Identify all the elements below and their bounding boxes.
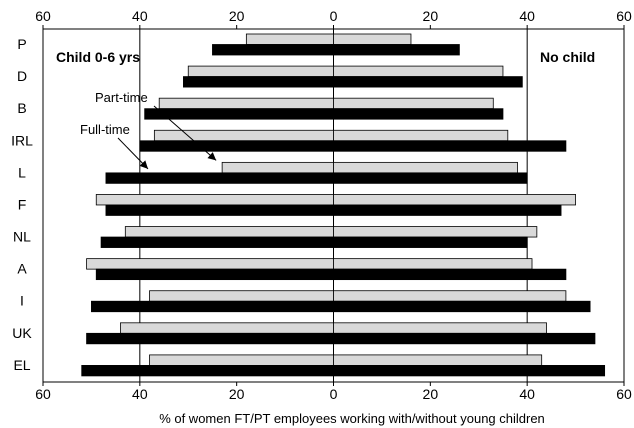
bar-no-child-part-time-d — [333, 65, 504, 77]
bar-no-child-full-time-nl — [333, 236, 528, 248]
arrowhead-part-time — [207, 152, 217, 161]
category-label-nl: NL — [13, 229, 31, 245]
tick-label-bottom-6: 60 — [616, 386, 632, 402]
bar-child-part-time-p — [245, 33, 334, 45]
bar-child-part-time-nl — [124, 226, 334, 238]
bar-child-full-time-a — [95, 268, 334, 281]
bar-child-part-time-f — [95, 194, 334, 206]
tick-label-top-1: 40 — [132, 8, 148, 24]
category-label-i: I — [20, 293, 24, 309]
bar-child-part-time-uk — [120, 322, 334, 334]
bar-child-full-time-f — [105, 204, 334, 216]
bar-child-full-time-irl — [139, 140, 334, 152]
category-labels: PDB IRL LF NL AI UK EL — [11, 36, 33, 373]
category-label-f: F — [18, 196, 27, 212]
bar-no-child-part-time-p — [333, 33, 412, 45]
bar-no-child-full-time-i — [333, 300, 591, 313]
bar-no-child-part-time-i — [333, 290, 567, 302]
category-label-irl: IRL — [11, 132, 33, 148]
bar-child-full-time-d — [183, 76, 334, 88]
bar-no-child-full-time-d — [333, 76, 523, 88]
bar-child-part-time-i — [149, 290, 334, 302]
bar-child-full-time-l — [105, 172, 334, 184]
tick-label-top-5: 40 — [519, 8, 535, 24]
axis-ticks: 60 60 40 40 20 20 0 0 20 20 40 40 60 60 — [35, 8, 632, 402]
bar-child-part-time-d — [187, 65, 334, 77]
annotation-part-time: Part-time — [95, 90, 148, 105]
bar-child-full-time-i — [91, 300, 334, 313]
tick-label-top-4: 20 — [423, 8, 439, 24]
bar-no-child-part-time-b — [333, 97, 494, 110]
bar-no-child-full-time-irl — [333, 140, 567, 152]
bar-no-child-part-time-a — [333, 258, 533, 270]
bar-no-child-full-time-a — [333, 268, 567, 281]
bar-child-full-time-el — [81, 365, 334, 377]
category-label-el: EL — [13, 357, 30, 373]
category-label-b: B — [17, 100, 26, 116]
bar-child-part-time-el — [149, 354, 334, 366]
bar-child-part-time-b — [158, 97, 334, 110]
tick-label-top-6: 60 — [616, 8, 632, 24]
bars — [81, 33, 606, 377]
bar-child-part-time-a — [86, 258, 334, 270]
bar-no-child-part-time-el — [333, 354, 543, 366]
x-axis-label: % of women FT/PT employees working with/… — [159, 411, 545, 426]
bar-child-part-time-l — [221, 161, 334, 174]
bar-child-full-time-uk — [86, 332, 334, 345]
bar-no-child-part-time-nl — [333, 226, 538, 238]
bar-child-full-time-p — [212, 44, 334, 56]
category-label-d: D — [17, 68, 27, 84]
bar-no-child-full-time-l — [333, 172, 528, 184]
panel-label-no-child: No child — [540, 49, 595, 65]
bar-no-child-part-time-irl — [333, 129, 509, 142]
bar-child-part-time-irl — [153, 129, 334, 142]
bar-child-full-time-nl — [100, 236, 334, 248]
tick-label-bottom-4: 20 — [423, 386, 439, 402]
category-label-l: L — [18, 164, 26, 180]
bar-no-child-full-time-p — [333, 44, 460, 56]
tick-label-bottom-3: 0 — [330, 386, 338, 402]
category-label-uk: UK — [12, 325, 32, 341]
annotation-arrow-part-time — [153, 105, 217, 161]
bar-no-child-full-time-f — [333, 204, 562, 216]
tick-label-bottom-2: 20 — [229, 386, 245, 402]
tick-label-top-3: 0 — [330, 8, 338, 24]
bar-no-child-part-time-uk — [333, 322, 547, 334]
bar-no-child-part-time-l — [333, 161, 518, 174]
category-label-p: P — [17, 36, 26, 52]
annotation-full-time: Full-time — [80, 122, 130, 137]
bar-no-child-full-time-b — [333, 108, 504, 120]
tick-label-bottom-1: 40 — [132, 386, 148, 402]
bar-no-child-full-time-uk — [333, 332, 596, 345]
bar-child-full-time-b — [144, 108, 334, 120]
bar-no-child-full-time-el — [333, 365, 606, 377]
category-label-a: A — [17, 261, 27, 277]
panel-label-child: Child 0-6 yrs — [56, 49, 140, 65]
tick-label-top-2: 20 — [229, 8, 245, 24]
tick-label-bottom-0: 60 — [35, 386, 51, 402]
arrowhead-full-time — [139, 160, 148, 169]
tick-label-top-0: 60 — [35, 8, 51, 24]
bar-no-child-part-time-f — [333, 194, 576, 206]
tick-label-bottom-5: 40 — [519, 386, 535, 402]
